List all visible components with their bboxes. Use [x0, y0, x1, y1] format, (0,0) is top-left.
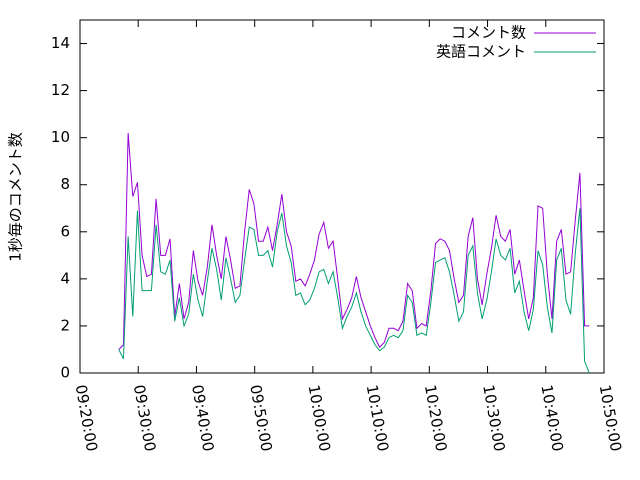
- x-tick-label: 09:50:00: [246, 383, 275, 452]
- y-tick-label: 12: [51, 81, 70, 99]
- y-tick-label: 10: [51, 128, 70, 146]
- x-tick-label: 10:50:00: [596, 383, 625, 452]
- series-line: [118, 132, 590, 350]
- y-tick-label: 0: [60, 364, 70, 382]
- legend-label: 英語コメント: [436, 43, 526, 61]
- y-axis-label: 1秒毎のコメント数: [7, 132, 25, 262]
- x-tick-label: 10:20:00: [421, 383, 450, 452]
- y-tick-label: 6: [60, 222, 70, 240]
- y-tick-label: 8: [60, 175, 70, 193]
- x-tick-label: 09:20:00: [72, 383, 101, 452]
- x-tick-label: 10:10:00: [363, 383, 392, 452]
- x-tick-label: 10:30:00: [479, 383, 508, 452]
- legend-label: コメント数: [451, 24, 526, 42]
- series-line: [118, 208, 590, 374]
- y-tick-label: 4: [60, 269, 70, 287]
- plot-frame: [79, 19, 605, 374]
- x-tick-label: 10:40:00: [537, 383, 566, 452]
- x-tick-label: 09:40:00: [188, 383, 217, 452]
- y-tick-label: 2: [60, 316, 70, 334]
- x-tick-label: 10:00:00: [305, 383, 334, 452]
- x-tick-label: 09:30:00: [130, 383, 159, 452]
- y-tick-label: 14: [51, 34, 70, 52]
